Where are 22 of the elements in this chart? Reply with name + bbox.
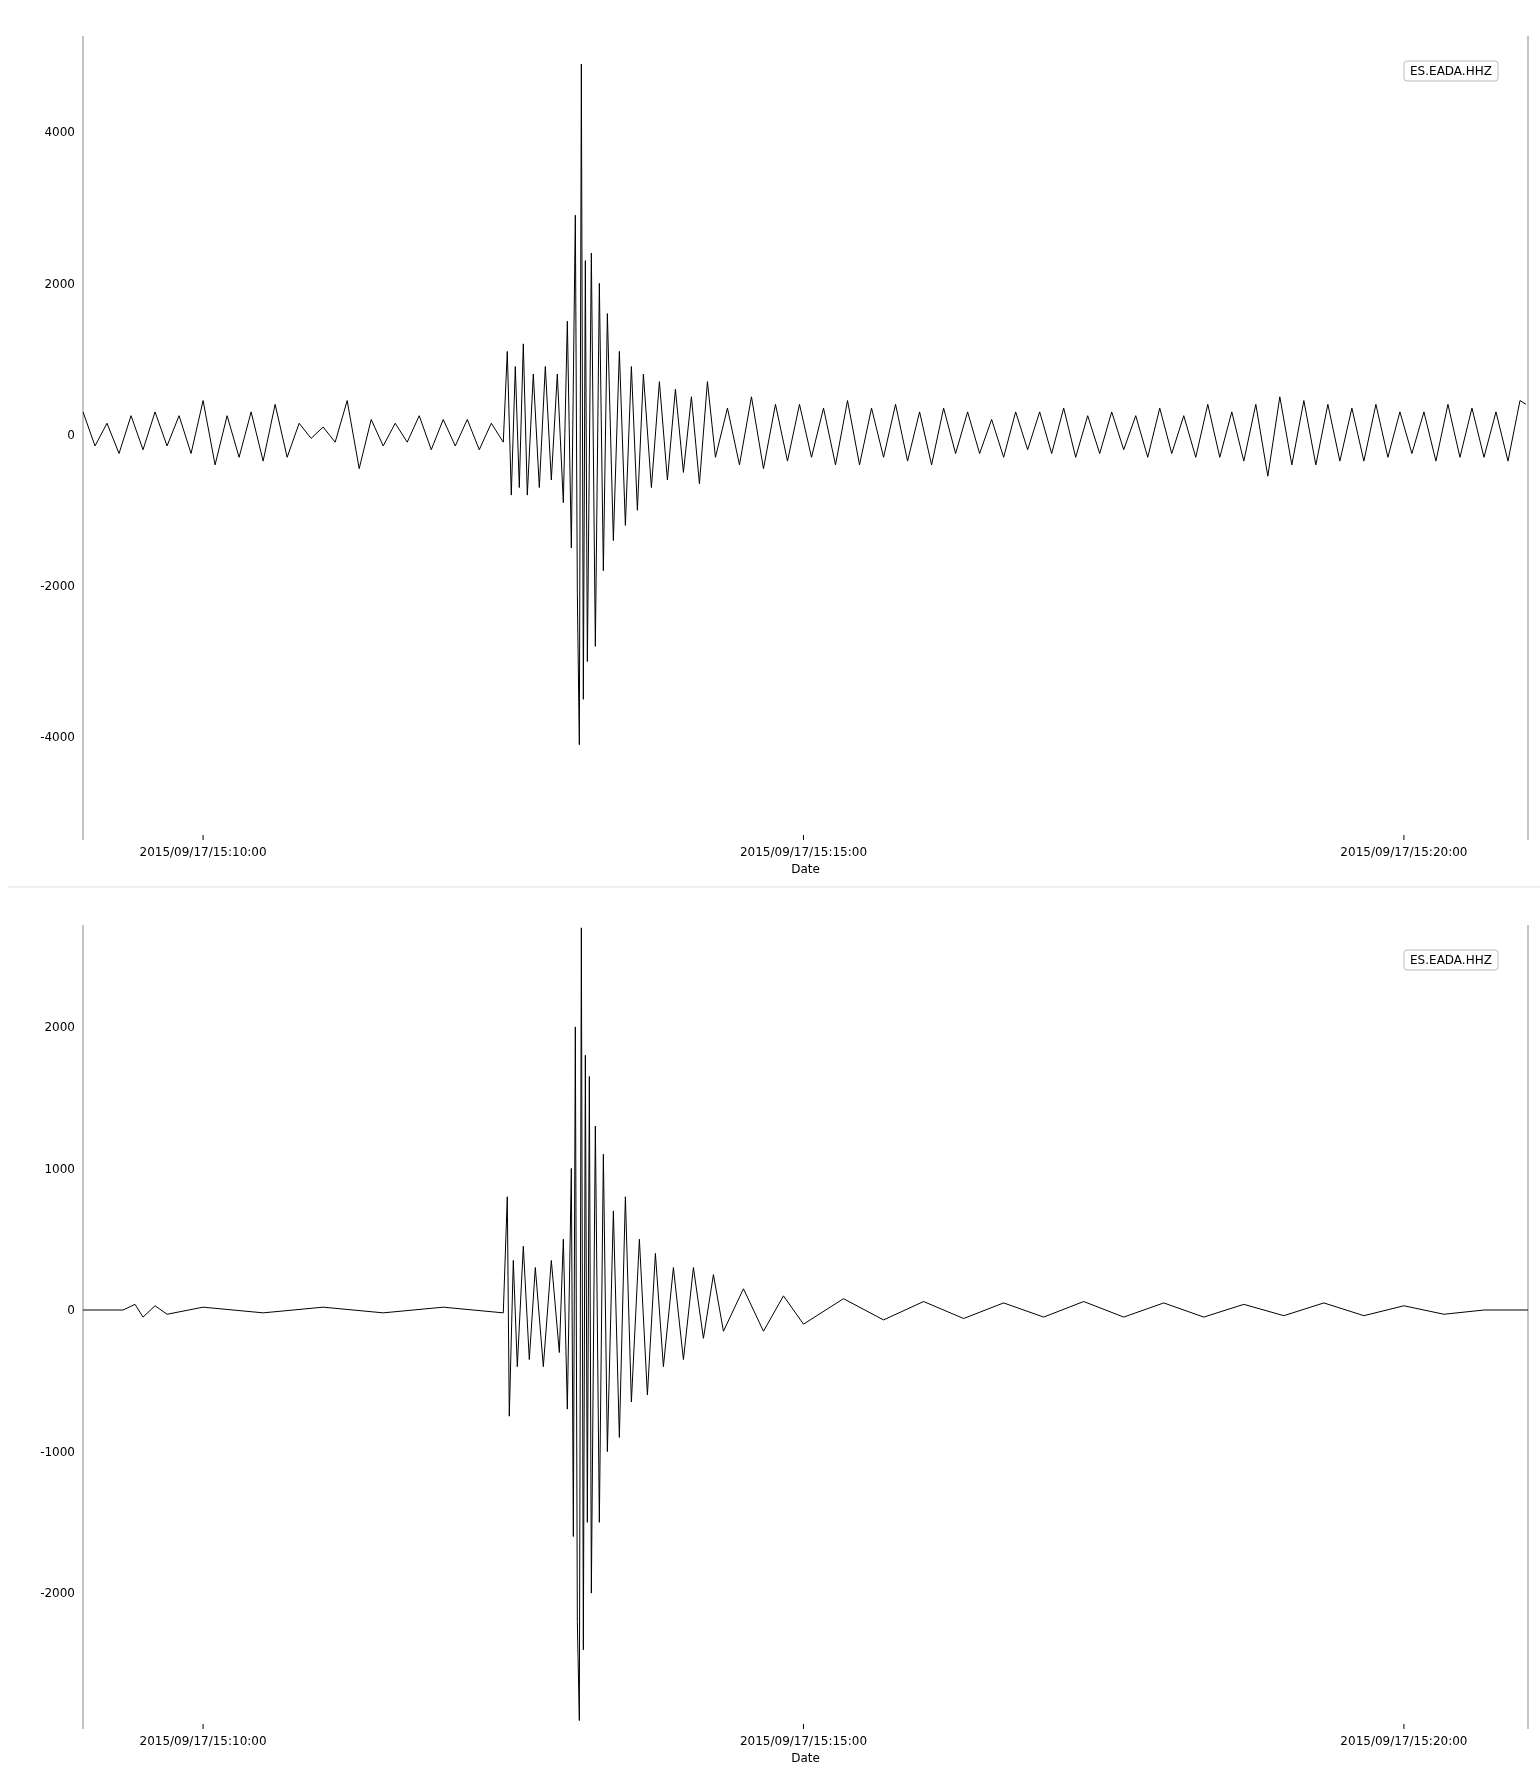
x-tick-label: 2015/09/17/15:15:00: [739, 1734, 868, 1748]
text: ES.EADA.HHZ: [1410, 953, 1492, 968]
y-tick-label: 0: [67, 1303, 75, 1318]
x-tick-label: 2015/09/17/15:20:00: [1340, 1734, 1468, 1748]
y-tick-label: -2000: [40, 579, 75, 594]
x-tick-label: 2015/09/17/15:15:00: [739, 845, 868, 859]
x-tick-label: 2015/09/17/15:10:00: [139, 845, 267, 859]
x-tick-label: 2015/09/17/15:20:00: [1340, 845, 1468, 859]
y-tick-label: 0: [67, 427, 75, 442]
y-tick-label: -2000: [40, 1586, 75, 1601]
x-tick-label: 2015/09/17/15:10:00: [139, 1734, 267, 1748]
y-tick-label: 1000: [44, 1161, 75, 1176]
line-series: [82, 927, 1529, 1722]
y-tick-label: -4000: [40, 730, 75, 745]
y-tick-label: -1000: [40, 1444, 75, 1459]
line-series: [82, 63, 1527, 746]
x-axis-title: Date: [791, 1751, 820, 1765]
x-axis-title: Date: [791, 862, 820, 876]
y-tick-label: 4000: [44, 125, 75, 140]
y-tick-label: 2000: [44, 1020, 75, 1035]
y-tick-label: 2000: [44, 276, 75, 291]
text: ES.EADA.HHZ: [1410, 64, 1492, 79]
